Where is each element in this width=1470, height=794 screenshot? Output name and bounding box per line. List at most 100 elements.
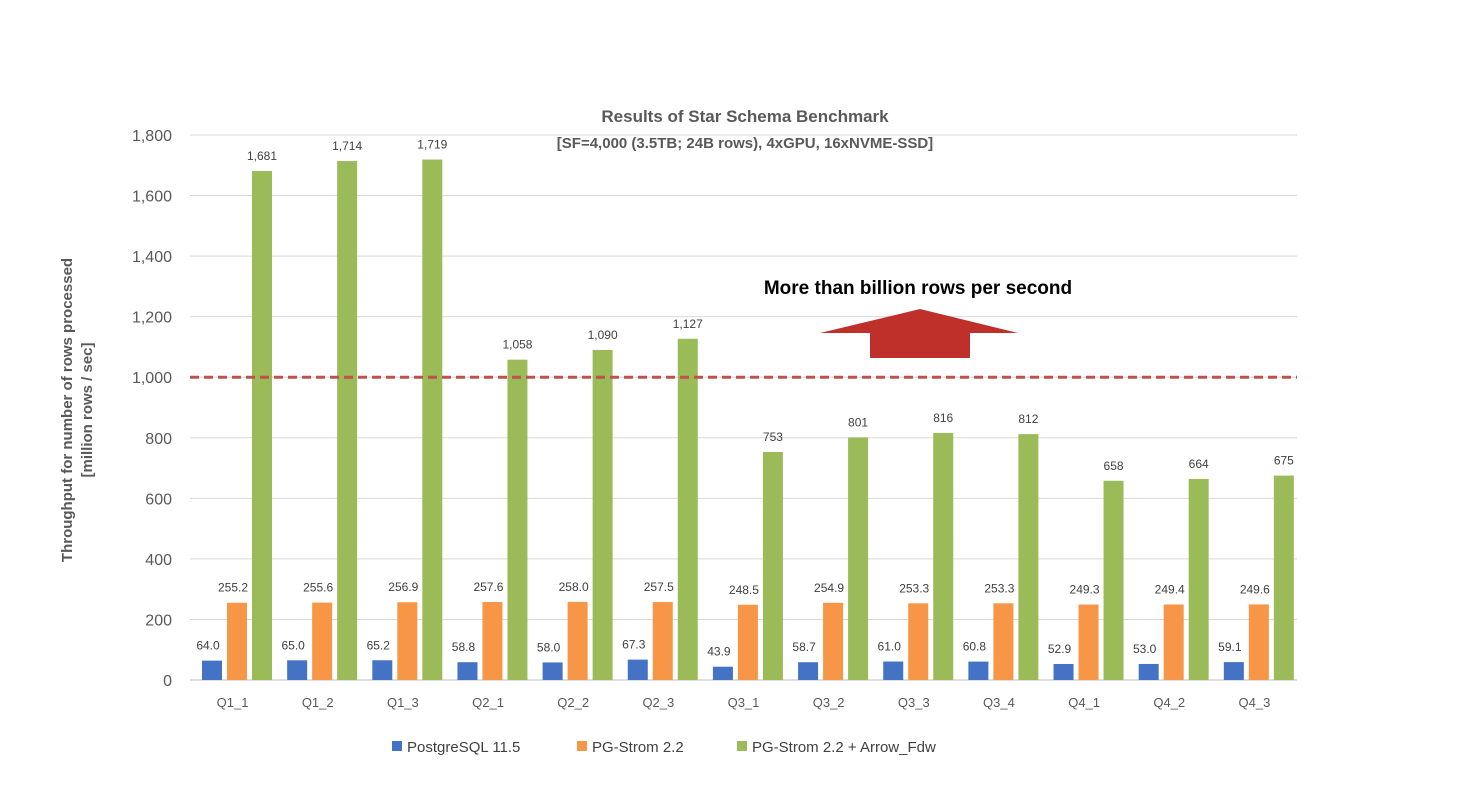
bar <box>337 161 358 681</box>
x-tick-label: Q3_1 <box>728 695 760 710</box>
data-label: 65.2 <box>367 638 391 652</box>
bar <box>1223 662 1244 680</box>
bar <box>1018 434 1039 680</box>
data-label: 58.8 <box>452 640 476 654</box>
bar <box>227 602 247 680</box>
data-label: 43.9 <box>707 645 731 659</box>
bar <box>397 602 418 680</box>
bar <box>592 349 613 680</box>
data-label: 1,681 <box>247 149 277 163</box>
data-label: 53.0 <box>1133 642 1157 656</box>
data-label: 64.0 <box>196 639 220 653</box>
data-label: 255.6 <box>303 581 333 595</box>
data-label: 1,127 <box>673 317 703 331</box>
data-label: 59.1 <box>1218 640 1242 654</box>
data-label: 61.0 <box>878 640 902 654</box>
bar <box>627 659 648 680</box>
bar <box>1248 604 1269 680</box>
data-label: 801 <box>848 415 868 429</box>
bar <box>883 661 904 680</box>
bar <box>507 359 528 680</box>
data-label: 1,714 <box>332 139 362 153</box>
bar <box>1103 480 1124 680</box>
bar <box>1163 604 1184 680</box>
data-label: 249.6 <box>1240 582 1270 596</box>
data-label: 812 <box>1018 412 1038 426</box>
chart-subtitle: [SF=4,000 (3.5TB; 24B rows), 4xGPU, 16xN… <box>557 135 933 152</box>
data-label: 257.5 <box>644 580 674 594</box>
bar <box>823 602 844 680</box>
bar <box>1078 604 1099 680</box>
x-tick-label: Q4_1 <box>1068 695 1100 710</box>
bar <box>1188 478 1209 680</box>
bar <box>993 603 1014 680</box>
data-label: 254.9 <box>814 581 844 595</box>
data-label: 60.8 <box>963 640 987 654</box>
legend-swatch <box>577 741 587 751</box>
data-label: 249.4 <box>1155 582 1185 596</box>
y-tick-label: 200 <box>145 612 172 629</box>
data-label: 58.7 <box>792 640 816 654</box>
data-label: 258.0 <box>559 580 589 594</box>
chart-title: Results of Star Schema Benchmark <box>601 107 889 126</box>
bar <box>677 338 698 680</box>
x-tick-label: Q2_2 <box>557 695 589 710</box>
bar <box>762 452 783 680</box>
annotation-text: More than billion rows per second <box>764 278 1072 299</box>
bar <box>933 432 954 680</box>
bar <box>567 601 588 680</box>
bar <box>908 603 929 680</box>
legend-swatch <box>392 741 402 751</box>
bar <box>482 602 503 680</box>
bar <box>968 661 989 680</box>
data-label: 52.9 <box>1048 642 1072 656</box>
bar <box>1273 475 1294 680</box>
data-label: 253.3 <box>899 581 929 595</box>
data-label: 816 <box>933 411 953 425</box>
y-tick-label: 1,400 <box>132 249 172 266</box>
data-label: 1,058 <box>502 338 532 352</box>
bar <box>252 171 272 680</box>
x-tick-label: Q4_3 <box>1239 695 1271 710</box>
bar <box>422 159 443 680</box>
data-label: 256.9 <box>388 580 418 594</box>
y-tick-label: 1,800 <box>132 128 172 145</box>
legend-label: PostgreSQL 11.5 <box>407 739 520 756</box>
x-tick-label: Q2_3 <box>642 695 674 710</box>
data-label: 58.0 <box>537 640 561 654</box>
bar <box>1138 663 1159 680</box>
bar <box>652 602 673 680</box>
bar <box>1053 663 1074 680</box>
x-tick-label: Q1_3 <box>387 695 419 710</box>
up-arrow-icon <box>820 309 1018 358</box>
bar <box>848 437 869 680</box>
x-tick-label: Q3_4 <box>983 695 1015 710</box>
x-tick-label: Q1_2 <box>302 695 334 710</box>
data-label: 658 <box>1104 459 1124 473</box>
y-axis-label-units: [million rows / sec] <box>79 342 96 477</box>
x-tick-label: Q2_1 <box>472 695 504 710</box>
data-label: 249.3 <box>1070 583 1100 597</box>
y-tick-label: 1,600 <box>132 189 172 206</box>
data-label: 253.3 <box>984 581 1014 595</box>
legend-label: PG-Strom 2.2 + Arrow_Fdw <box>752 739 936 756</box>
y-axis-label: Throughput for number of rows processed <box>59 258 76 562</box>
bar <box>372 660 393 680</box>
data-label: 1,719 <box>417 138 447 152</box>
data-label: 257.6 <box>473 580 503 594</box>
x-tick-label: Q3_2 <box>813 695 845 710</box>
data-label: 664 <box>1189 457 1209 471</box>
data-label: 753 <box>763 430 783 444</box>
y-tick-label: 400 <box>145 552 172 569</box>
legend-swatch <box>737 741 747 751</box>
x-tick-label: Q4_2 <box>1153 695 1185 710</box>
y-tick-label: 600 <box>145 491 172 508</box>
data-label: 67.3 <box>622 638 646 652</box>
x-tick-label: Q1_1 <box>217 695 249 710</box>
data-label: 65.0 <box>281 638 305 652</box>
bar <box>457 662 478 680</box>
data-label: 255.2 <box>218 581 248 595</box>
bar <box>798 662 819 680</box>
